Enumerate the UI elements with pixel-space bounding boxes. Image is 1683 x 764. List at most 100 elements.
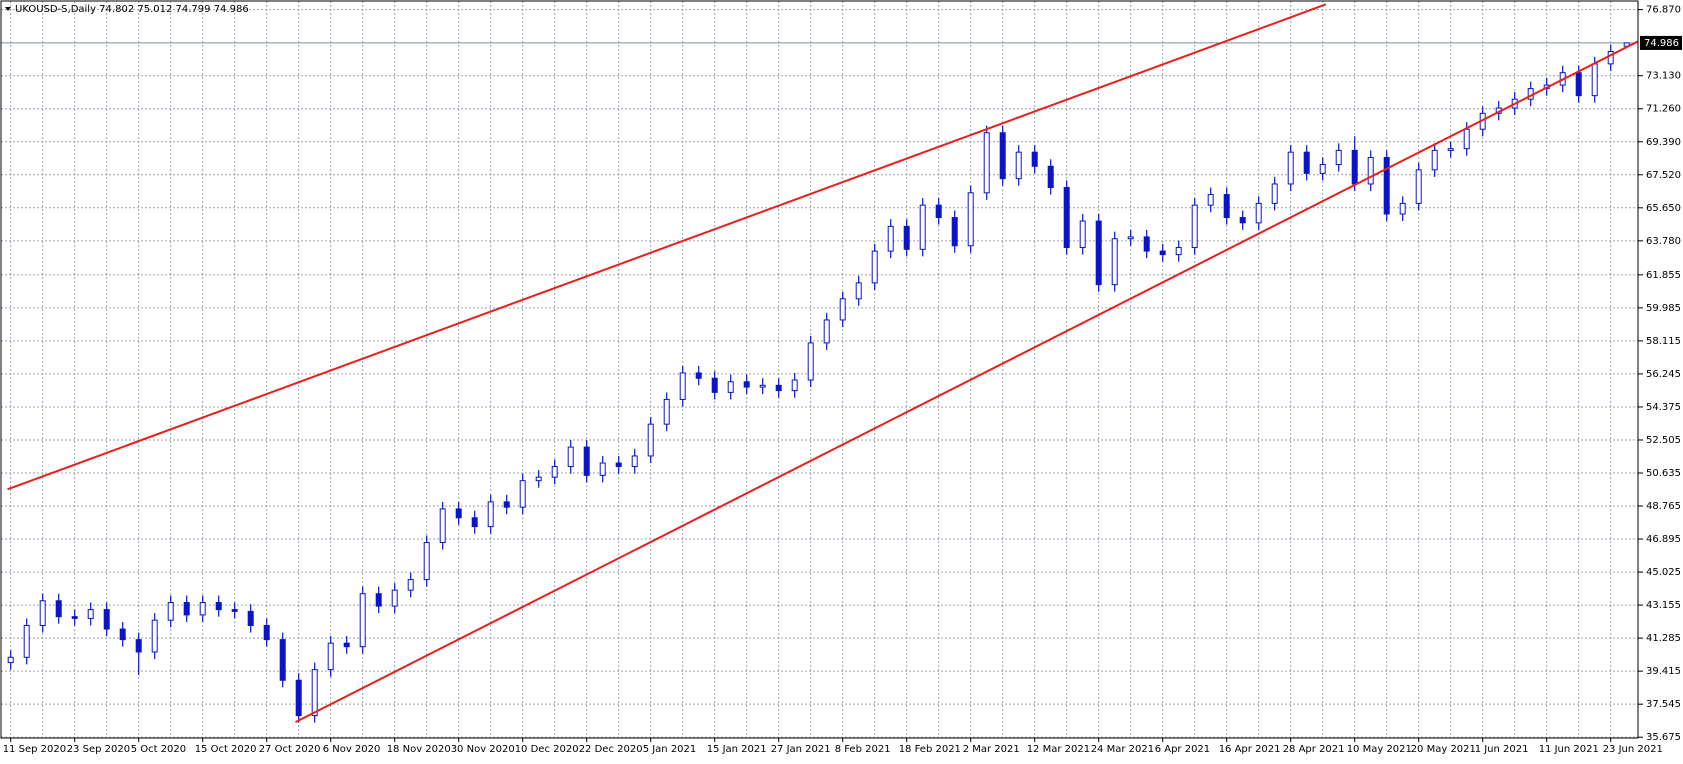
candle-body — [295, 679, 302, 717]
candle-body — [1175, 247, 1182, 256]
x-tick-label: 16 Apr 2021 — [1219, 744, 1281, 755]
trendline — [295, 40, 1638, 723]
candle-body — [663, 398, 670, 425]
candle-body — [1607, 51, 1614, 65]
candle-body — [1271, 183, 1278, 204]
candle-body — [487, 501, 494, 528]
candle-body — [407, 579, 414, 591]
candle-body — [1127, 236, 1134, 240]
x-tick-label: 18 Nov 2020 — [387, 744, 451, 755]
candle-body — [359, 593, 366, 648]
candle-body — [1575, 72, 1582, 97]
candle-body — [87, 609, 94, 619]
candle-body — [983, 132, 990, 194]
candle-body — [215, 602, 222, 611]
x-tick-label: 2 Mar 2021 — [963, 744, 1020, 755]
grid — [1, 1, 1638, 738]
candle-body — [1287, 151, 1294, 185]
x-tick-label: 10 May 2021 — [1347, 744, 1412, 755]
candle-body — [1431, 149, 1438, 171]
x-tick-label: 5 Oct 2020 — [131, 744, 186, 755]
candle-body — [39, 600, 46, 626]
candle-body — [1111, 238, 1118, 286]
trendline — [7, 3, 1327, 491]
plot-area — [1, 3, 1638, 723]
x-tick-label: 5 Jan 2021 — [643, 744, 697, 755]
candle-body — [1079, 220, 1086, 249]
candle-body — [55, 600, 62, 618]
candle-body — [311, 669, 318, 717]
candle-body — [439, 508, 446, 543]
candle-body — [631, 455, 638, 468]
candle-body — [679, 372, 686, 400]
candle-body — [1191, 204, 1198, 249]
x-tick-label: 20 May 2021 — [1411, 744, 1476, 755]
x-tick-label: 24 Mar 2021 — [1091, 744, 1154, 755]
candle-body — [103, 609, 110, 630]
candle-body — [1367, 156, 1374, 185]
axes: 35.675 37.545 39.415 41.285 43.155 45.025 46.8… — [3, 5, 1682, 755]
candle-body — [583, 446, 590, 476]
candle-body — [1143, 236, 1150, 252]
x-tick-label: 22 Dec 2020 — [579, 744, 643, 755]
candle-body — [999, 132, 1006, 180]
candle-body — [503, 501, 510, 508]
x-tick-label: 11 Jun 2021 — [1539, 744, 1599, 755]
candle-body — [1159, 250, 1166, 256]
y-tick-label: 69.390 — [1646, 137, 1681, 148]
candle-body — [1463, 128, 1470, 150]
y-tick-label: 46.895 — [1646, 534, 1681, 545]
candle-body — [167, 602, 174, 621]
candle-body — [855, 282, 862, 300]
candle-body — [727, 381, 734, 393]
candle-body — [551, 466, 558, 478]
y-tick-label: 61.855 — [1646, 270, 1681, 281]
x-tick-label: 15 Oct 2020 — [195, 744, 257, 755]
candle-body — [903, 225, 910, 250]
y-tick-label: 45.025 — [1646, 567, 1681, 578]
candle-body — [743, 381, 750, 388]
candle-body — [951, 217, 958, 247]
x-tick-label: 23 Jun 2021 — [1603, 744, 1663, 755]
candle-body — [1383, 156, 1390, 215]
candle-body — [519, 480, 526, 508]
candle-body — [279, 639, 286, 681]
candle-body — [615, 462, 622, 468]
x-tick-label: 28 Apr 2021 — [1283, 744, 1345, 755]
plot-frame — [0, 0, 1639, 739]
candle-body — [1591, 63, 1598, 97]
candle-body — [1223, 194, 1230, 219]
x-tick-label: 8 Feb 2021 — [835, 744, 891, 755]
candle-body — [263, 624, 270, 641]
candle-body — [7, 656, 14, 664]
candle-body — [711, 377, 718, 393]
candle-body — [423, 541, 430, 581]
candle-body — [119, 628, 126, 641]
candle-body — [791, 379, 798, 392]
candle-body — [199, 602, 206, 616]
y-tick-label: 41.285 — [1646, 633, 1681, 644]
candle-body — [1063, 187, 1070, 249]
candle-body — [823, 319, 830, 344]
x-tick-label: 1 Jun 2021 — [1475, 744, 1529, 755]
y-tick-label: 52.505 — [1646, 435, 1681, 446]
x-tick-label: 27 Jan 2021 — [771, 744, 831, 755]
candle-body — [1351, 149, 1358, 185]
candle-body — [375, 593, 382, 607]
y-tick-label: 50.635 — [1646, 468, 1681, 479]
candle-body — [1319, 164, 1326, 174]
candle-body — [183, 602, 190, 616]
candle-body — [391, 589, 398, 607]
x-tick-label: 23 Sep 2020 — [67, 744, 130, 755]
candle-body — [1207, 194, 1214, 206]
y-tick-label: 73.130 — [1646, 71, 1681, 82]
y-tick-label: 71.260 — [1646, 104, 1681, 115]
candle-body — [535, 476, 542, 482]
candle-body — [839, 298, 846, 321]
y-tick-label: 76.870 — [1646, 5, 1681, 16]
candle-body — [1399, 202, 1406, 215]
y-tick-label: 65.650 — [1646, 203, 1681, 214]
candle-body — [599, 462, 606, 476]
